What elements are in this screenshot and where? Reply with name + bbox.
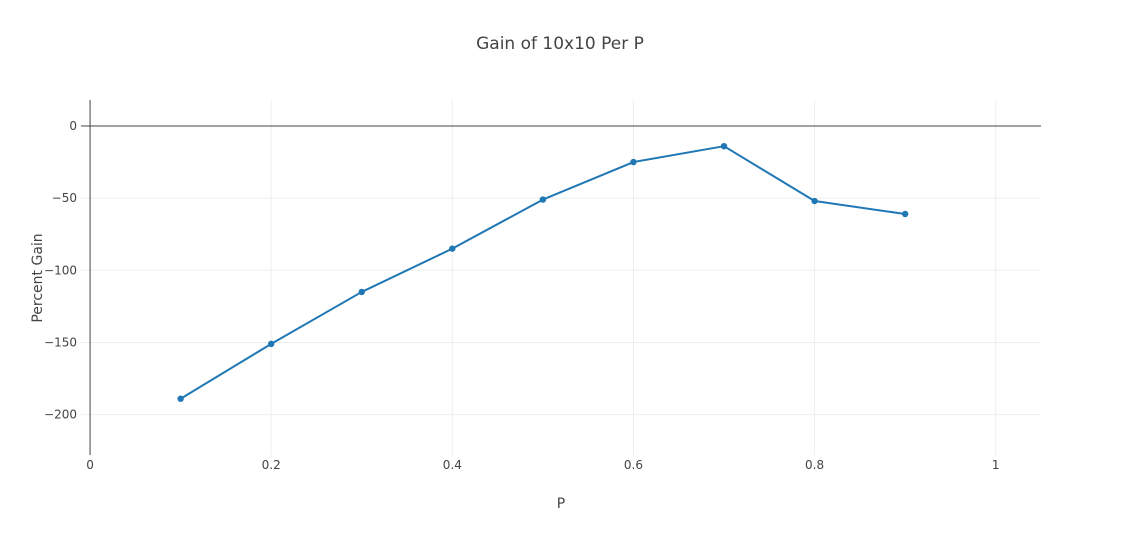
x-tick-label: 0.8 [805,458,824,472]
y-tick-label: −150 [44,335,77,349]
data-point[interactable] [358,288,365,296]
axes [81,100,1041,455]
data-point[interactable] [811,197,818,205]
y-tick-label: −100 [44,263,77,277]
data-point[interactable] [539,196,547,203]
series-line [180,145,906,400]
x-tick-label: 0 [86,458,94,472]
y-tick-label: 0 [69,119,77,133]
tick-labels: 0 0.2 0.4 0.6 0.8 1 0 −50 −100 −150 −200 [44,119,1000,472]
data-point[interactable] [720,142,728,150]
chart-title: Gain of 10x10 Per P [476,34,644,54]
data-point[interactable] [630,158,637,166]
data-point[interactable] [901,210,909,218]
x-tick-label: 0.2 [262,458,281,472]
data-point[interactable] [177,395,184,402]
x-tick-label: 0.6 [624,458,643,472]
x-tick-label: 1 [992,458,1000,472]
x-tick-label: 0.4 [443,458,462,472]
y-tick-label: −200 [44,408,77,422]
data-point[interactable] [449,245,456,252]
x-axis-title: P [557,496,565,512]
y-tick-label: −50 [52,191,77,205]
grid [81,100,1041,455]
data-point[interactable] [267,340,275,348]
y-axis-title: Percent Gain [30,233,46,322]
series-layer [177,142,909,402]
